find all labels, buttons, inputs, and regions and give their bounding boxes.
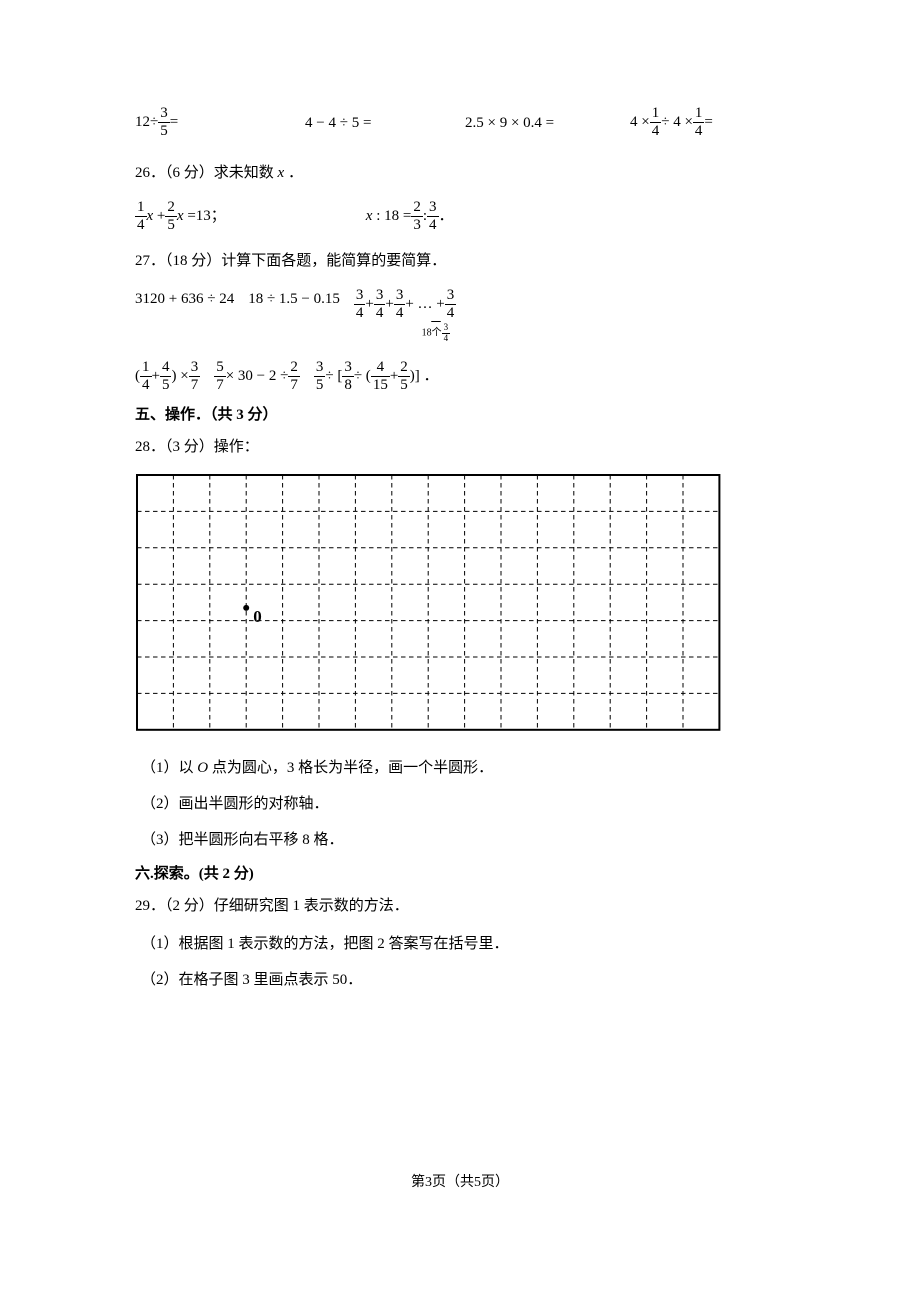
q29-s1: （1）根据图 1 表示数的方法，把图 2 答案写在括号里．	[135, 932, 785, 956]
q26-eq-b: x : 18 = 23 : 34 ．	[286, 199, 454, 233]
q27-r2a: (14 + 45) × 37	[135, 359, 200, 393]
expr-4-d1: 4	[650, 122, 662, 140]
q27-row1: 3120 + 636 ÷ 24 18 ÷ 1.5 − 0.15 34 + 34 …	[135, 287, 785, 321]
section-5-head: 五、操作．（共 3 分）	[135, 403, 785, 427]
expr-1-den: 5	[158, 122, 170, 140]
q26a-d2: 5	[165, 216, 177, 234]
footer-a: 第	[411, 1175, 425, 1190]
q26-head: 26．（6 分）求未知数 x ．	[135, 161, 785, 185]
q28-grid: 0	[135, 473, 785, 740]
q29-head: 29．（2 分）仔细研究图 1 表示数的方法．	[135, 894, 785, 918]
expr-4: 4 × 14 ÷ 4 × 14 =	[630, 105, 785, 139]
section-6-head: 六.探索。(共 2 分)	[135, 862, 785, 886]
q26a-n1: 1	[135, 199, 147, 216]
q26-eq-a: 14 x + 25 x = 13；	[135, 199, 226, 233]
q26b-n1: 2	[411, 199, 423, 216]
q26a-d1: 4	[135, 216, 147, 234]
expr-1-num: 3	[158, 105, 170, 122]
footer-b: 页（共	[432, 1175, 474, 1190]
q26a-n2: 2	[165, 199, 177, 216]
q28-head: 28．（3 分）操作：	[135, 435, 785, 459]
footer-c: 页）	[481, 1175, 509, 1190]
expr-1-eq: =	[170, 110, 178, 134]
q28-s2: （2）画出半圆形的对称轴．	[135, 792, 785, 816]
q28-s3: （3）把半圆形向右平移 8 格．	[135, 828, 785, 852]
q27-r2b: 57 × 30 − 2 ÷ 27	[214, 359, 300, 393]
expr-1-int: 12	[135, 110, 150, 134]
page-footer: 第3页（共5页）	[135, 1172, 785, 1194]
q26b-d1: 3	[411, 216, 423, 234]
q28-s1: （1）以 O 点为圆心，3 格长为半径，画一个半圆形．	[135, 756, 785, 780]
top-expression-row: 12 ÷ 35 = 4 − 4 ÷ 5 = 2.5 × 9 × 0.4 = 4 …	[135, 105, 785, 139]
expr-3: 2.5 × 9 × 0.4 =	[465, 105, 630, 135]
svg-text:0: 0	[253, 607, 262, 626]
q27-r1c-annot: 18个34	[406, 321, 466, 344]
q27-head: 27．（18 分）计算下面各题，能简算的要简算．	[135, 249, 785, 273]
q27-r1c: 34 + 34 + 34 + … + 34 18个34	[354, 287, 456, 321]
expr-2: 4 − 4 ÷ 5 =	[305, 105, 465, 135]
expr-1: 12 ÷ 35 =	[135, 105, 305, 139]
expr-4-d2: 4	[693, 122, 705, 140]
q26a-rhs: 13	[196, 204, 211, 228]
q27-row2: (14 + 45) × 37 57 × 30 − 2 ÷ 27 35 ÷ [38…	[135, 359, 785, 393]
q27-r1a: 3120 + 636 ÷ 24	[135, 287, 234, 321]
q29-s2: （2）在格子图 3 里画点表示 50．	[135, 968, 785, 992]
q26-equations: 14 x + 25 x = 13； x : 18 = 23 : 34 ．	[135, 199, 785, 233]
footer-total: 5	[474, 1175, 481, 1190]
q26b-n2: 3	[427, 199, 439, 216]
footer-page-num: 3	[425, 1175, 432, 1190]
expr-4-n2: 1	[693, 105, 705, 122]
q27-r1b: 18 ÷ 1.5 − 0.15	[248, 287, 340, 321]
expr-4-n1: 1	[650, 105, 662, 122]
q26b-d2: 4	[427, 216, 439, 234]
expr-1-op: ÷	[150, 110, 158, 134]
grid-svg: 0	[135, 473, 721, 732]
q27-r2c: 35 ÷ [38 ÷ (415 + 25)] ．	[314, 359, 439, 393]
